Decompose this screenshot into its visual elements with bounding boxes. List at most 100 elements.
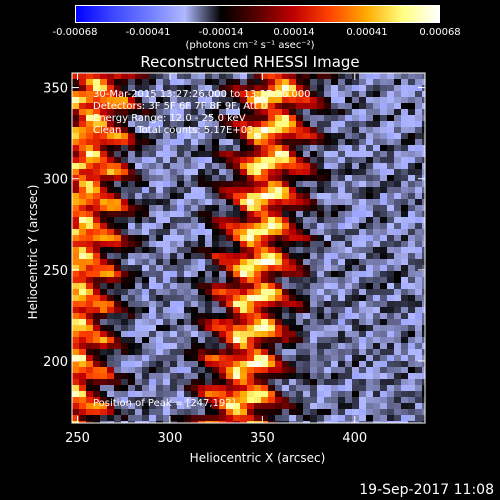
heatmap-cell [184, 217, 192, 224]
heatmap-cell [387, 85, 395, 92]
heatmap-cell [72, 103, 80, 110]
heatmap-cell [338, 337, 346, 344]
heatmap-cell [72, 115, 80, 122]
heatmap-cell [296, 379, 304, 386]
heatmap-cell [233, 127, 241, 134]
heatmap-cell [184, 223, 192, 230]
heatmap-cell [254, 151, 262, 158]
heatmap-cell [296, 259, 304, 266]
heatmap-cell [380, 409, 388, 416]
heatmap-cell [198, 259, 206, 266]
heatmap-cell [233, 259, 241, 266]
heatmap-cell [261, 373, 269, 380]
heatmap-cell [170, 313, 178, 320]
heatmap-cell [156, 181, 164, 188]
heatmap-cell [345, 373, 353, 380]
heatmap-cell [373, 265, 381, 272]
heatmap-cell [310, 223, 318, 230]
heatmap-cell [100, 133, 108, 140]
heatmap-cell [310, 73, 318, 80]
heatmap-cell [191, 211, 199, 218]
heatmap-cell [338, 295, 346, 302]
heatmap-cell [373, 355, 381, 362]
heatmap-cell [184, 163, 192, 170]
heatmap-cell [247, 415, 255, 422]
heatmap-cell [233, 103, 241, 110]
heatmap-cell [219, 91, 227, 98]
heatmap-cell [107, 385, 115, 392]
heatmap-cell [86, 205, 94, 212]
heatmap-cell [324, 205, 332, 212]
heatmap-cell [408, 175, 416, 182]
heatmap-cell [128, 343, 136, 350]
heatmap-cell [212, 415, 220, 422]
heatmap-cell [338, 385, 346, 392]
heatmap-cell [408, 121, 416, 128]
heatmap-cell [422, 229, 425, 236]
heatmap-cell [184, 373, 192, 380]
heatmap-cell [247, 73, 255, 80]
heatmap-cell [261, 217, 269, 224]
heatmap-cell [198, 277, 206, 284]
heatmap-cell [212, 157, 220, 164]
heatmap-cell [345, 139, 353, 146]
heatmap-cell [394, 307, 402, 314]
heatmap-cell [86, 169, 94, 176]
heatmap-cell [303, 163, 311, 170]
heatmap-cell [387, 421, 395, 423]
heatmap-cell [324, 421, 332, 423]
heatmap-cell [289, 241, 297, 248]
heatmap-cell [338, 211, 346, 218]
heatmap-cell [205, 133, 213, 140]
heatmap-cell [338, 403, 346, 410]
heatmap-cell [233, 73, 241, 80]
heatmap-cell [156, 283, 164, 290]
heatmap-cell [373, 109, 381, 116]
heatmap-cell [254, 133, 262, 140]
heatmap-cell [394, 91, 402, 98]
heatmap-cell [121, 295, 129, 302]
heatmap-cell [142, 259, 150, 266]
heatmap-cell [247, 355, 255, 362]
heatmap-cell [366, 415, 374, 422]
heatmap-cell [422, 223, 425, 230]
heatmap-cell [401, 409, 409, 416]
heatmap-cell [233, 115, 241, 122]
heatmap-cell [317, 325, 325, 332]
heatmap-cell [93, 247, 101, 254]
heatmap-cell [408, 139, 416, 146]
heatmap-cell [359, 391, 367, 398]
heatmap-cell [226, 103, 234, 110]
heatmap-cell [149, 319, 157, 326]
heatmap-cell [79, 223, 87, 230]
heatmap-cell [191, 355, 199, 362]
heatmap-cell [373, 85, 381, 92]
heatmap-cell [261, 409, 269, 416]
heatmap-cell [359, 337, 367, 344]
heatmap-cell [79, 133, 87, 140]
heatmap-cell [394, 295, 402, 302]
heatmap-cell [268, 181, 276, 188]
heatmap-cell [268, 163, 276, 170]
heatmap-cell [296, 199, 304, 206]
heatmap-cell [212, 85, 220, 92]
heatmap-cell [177, 127, 185, 134]
heatmap-cell [394, 145, 402, 152]
heatmap-cell [219, 331, 227, 338]
heatmap-cell [401, 289, 409, 296]
heatmap-cell [303, 199, 311, 206]
heatmap-cell [261, 319, 269, 326]
heatmap-cell [401, 367, 409, 374]
heatmap-cell [387, 187, 395, 194]
heatmap-cell [422, 403, 425, 410]
heatmap-cell [212, 169, 220, 176]
heatmap-cell [142, 385, 150, 392]
heatmap-cell [198, 163, 206, 170]
heatmap-cell [331, 133, 339, 140]
heatmap-cell [205, 259, 213, 266]
heatmap-cell [128, 187, 136, 194]
heatmap-cell [163, 331, 171, 338]
heatmap-cell [296, 235, 304, 242]
heatmap-cell [247, 79, 255, 86]
heatmap-cell [205, 397, 213, 404]
